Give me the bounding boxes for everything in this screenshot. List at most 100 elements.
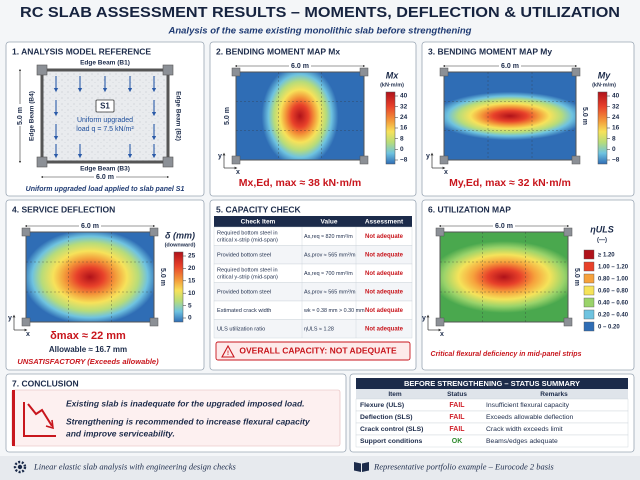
check-value: As,req ≈ 820 mm²/m [304, 234, 353, 240]
colorbar-label: 10 [188, 290, 196, 297]
dimension-gap [289, 62, 311, 70]
conclusion-accent [12, 390, 15, 446]
result: δmax ≈ 22 mm [50, 330, 126, 342]
dimension-gap [79, 222, 101, 230]
check-item: Provided bottom steel [217, 289, 271, 295]
column-header: Assessment [365, 219, 404, 226]
panel-title: 4. SERVICE DEFLECTION [12, 204, 115, 214]
assessment: Not adequate [365, 234, 404, 240]
check-item: Provided bottom steel [217, 252, 271, 258]
table-row [213, 319, 413, 339]
width-label: 6.0 m [501, 63, 519, 70]
assessment: Not adequate [365, 271, 404, 277]
load-text: load q = 7.5 kN/m² [76, 126, 134, 133]
beam-label: Edge Beam (B1) [80, 60, 130, 67]
legend-swatch [583, 297, 595, 308]
check-item: Estimated crack width [217, 308, 271, 314]
conclusion-text: Strengthening is recommended to increase… [66, 416, 311, 426]
summary-item: Deflection (SLS) [360, 414, 413, 421]
beam-label: Edge Beam (B2) [174, 91, 181, 141]
colorbar-label: 0 [400, 146, 404, 153]
column-header: Check Item [241, 219, 276, 226]
assessment: Not adequate [365, 253, 404, 259]
height-label: 5.0 m [573, 268, 580, 286]
axis-label: x [236, 169, 240, 176]
legend-label: 0.20 – 0.40 [598, 312, 629, 318]
summary-status: OK [452, 438, 463, 445]
width-label: 6.0 m [291, 63, 309, 70]
summary-title-bar [356, 378, 628, 389]
axis-label: y [422, 315, 426, 322]
legend-swatch [583, 285, 595, 296]
height-label: 5.0 m [224, 107, 231, 125]
corner-column [231, 67, 241, 77]
table-row [355, 434, 629, 448]
legend-label: 0 – 0.20 [598, 324, 620, 330]
legend-unit: (kN·m/m) [380, 82, 404, 88]
corner-columns [36, 64, 174, 168]
result: Mx,Ed, max ≈ 38 kN·m/m [239, 177, 361, 189]
legend-label: 0.60 – 0.80 [598, 288, 629, 294]
page-subtitle: Analysis of the same existing monolithic… [167, 26, 471, 37]
footer-text: Representative portfolio example – Euroc… [373, 461, 554, 471]
footer-bar [0, 456, 640, 480]
panel-title: 5. CAPACITY CHECK [216, 204, 302, 214]
field-map [439, 231, 569, 323]
legend-label: 0.40 – 0.60 [598, 300, 629, 306]
panel-title: 1. ANALYSIS MODEL REFERENCE [12, 46, 151, 56]
caption: Critical flexural deficiency in mid-pane… [431, 351, 582, 358]
panel-title: 6. UTILIZATION MAP [428, 204, 511, 214]
corner-column [21, 317, 31, 327]
legend-unit: (downward) [165, 242, 196, 248]
summary-remarks: Beams/edges adequate [486, 438, 558, 445]
colorbar-label: 24 [400, 114, 408, 121]
summary-item: Flexure (ULS) [360, 402, 404, 409]
field-map [235, 71, 365, 161]
summary-status: FAIL [449, 426, 465, 433]
column-header: Remarks [540, 391, 568, 398]
corner-column [435, 227, 445, 237]
colorbar-label: 16 [612, 125, 620, 132]
corner-column [571, 67, 581, 77]
check-item: Required bottom steel in [217, 267, 278, 273]
corner-column [21, 227, 31, 237]
colorbar-label: 40 [612, 93, 620, 100]
colorbar-label: 15 [188, 278, 196, 285]
load-arrows [53, 76, 157, 159]
panel-title: 2. BENDING MOMENT MAP Mx [216, 46, 340, 56]
check-value: As,req ≈ 700 mm²/m [304, 271, 353, 277]
conclusion-text: and improve serviceability. [66, 428, 175, 438]
panel-title: 7. CONCLUSION [12, 378, 79, 388]
colorbar-label: 5 [188, 302, 192, 309]
dimension-gap [94, 172, 116, 181]
colorbar [173, 251, 184, 323]
height-label: 5.0 m [17, 107, 24, 125]
colorbar-label: 20 [188, 265, 196, 272]
assessment: Not adequate [365, 308, 404, 314]
corner-column [359, 67, 369, 77]
check-value: As,prov ≈ 565 mm²/m [304, 252, 356, 258]
colorbar-label: 32 [400, 103, 408, 110]
check-item: Required bottom steel in [217, 230, 278, 236]
width-label: 6.0 m [495, 223, 513, 230]
legend-unit: (kN·m/m) [592, 82, 616, 88]
colorbar-label: 0 [188, 315, 192, 322]
colorbar-label: 16 [400, 125, 408, 132]
column-header: Status [447, 391, 467, 398]
corner-column [571, 155, 581, 165]
check-item: ULS utilization ratio [217, 326, 265, 332]
check-item: critical y-strip (mid-span) [217, 274, 278, 280]
table-header [214, 216, 412, 227]
gear-icon [13, 460, 27, 474]
colorbar [597, 91, 608, 165]
axis-label: x [440, 331, 444, 338]
book-icon [354, 462, 369, 472]
dimension-gap [499, 62, 521, 70]
colorbar-label: 40 [400, 93, 408, 100]
corner-column [231, 155, 241, 165]
axis-label: y [426, 153, 430, 160]
legend-label: ≥ 1.20 [598, 252, 615, 258]
summary-title: BEFORE STRENGTHENING – STATUS SUMMARY [404, 379, 580, 388]
conclusion-text: Existing slab is inadequate for the upgr… [66, 398, 305, 408]
